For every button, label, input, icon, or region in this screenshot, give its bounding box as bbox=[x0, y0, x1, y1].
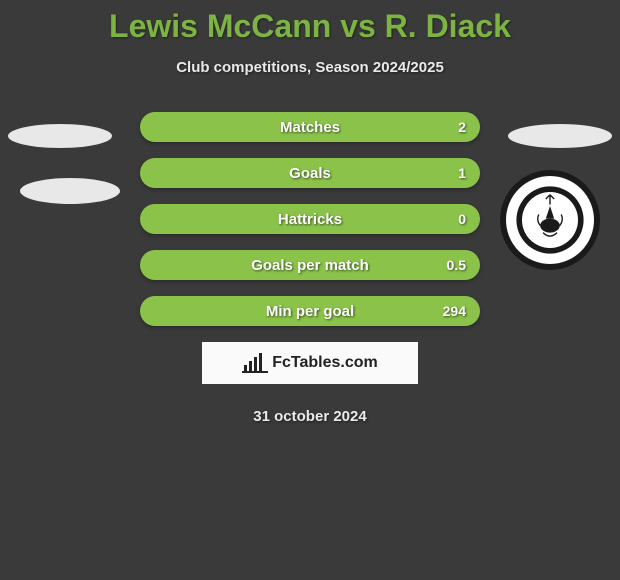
stat-value-right: 294 bbox=[443, 303, 466, 319]
stat-row-goals: Goals 1 bbox=[140, 158, 480, 188]
logo-text: FcTables.com bbox=[272, 354, 378, 372]
stat-value-right: 1 bbox=[458, 165, 466, 181]
stat-value-right: 2 bbox=[458, 119, 466, 135]
stat-value-right: 0 bbox=[458, 211, 466, 227]
bar-chart-icon bbox=[242, 353, 268, 373]
stat-value-right: 0.5 bbox=[447, 257, 466, 273]
stat-label: Hattricks bbox=[278, 211, 342, 228]
date-text: 31 october 2024 bbox=[0, 408, 620, 425]
player-left-avatar-placeholder-2 bbox=[20, 178, 120, 204]
thistle-icon bbox=[515, 185, 585, 255]
page-title: Lewis McCann vs R. Diack bbox=[0, 0, 620, 45]
club-badge bbox=[500, 170, 600, 270]
stat-row-hattricks: Hattricks 0 bbox=[140, 204, 480, 234]
stat-row-goals-per-match: Goals per match 0.5 bbox=[140, 250, 480, 280]
player-right-avatar-placeholder bbox=[508, 124, 612, 148]
stat-label: Goals per match bbox=[251, 257, 369, 274]
stat-label: Goals bbox=[289, 165, 331, 182]
stat-label: Min per goal bbox=[266, 303, 354, 320]
player-left-avatar-placeholder-1 bbox=[8, 124, 112, 148]
stat-row-matches: Matches 2 bbox=[140, 112, 480, 142]
subtitle: Club competitions, Season 2024/2025 bbox=[0, 59, 620, 76]
stat-row-min-per-goal: Min per goal 294 bbox=[140, 296, 480, 326]
fctables-logo: FcTables.com bbox=[202, 342, 418, 384]
stat-label: Matches bbox=[280, 119, 340, 136]
